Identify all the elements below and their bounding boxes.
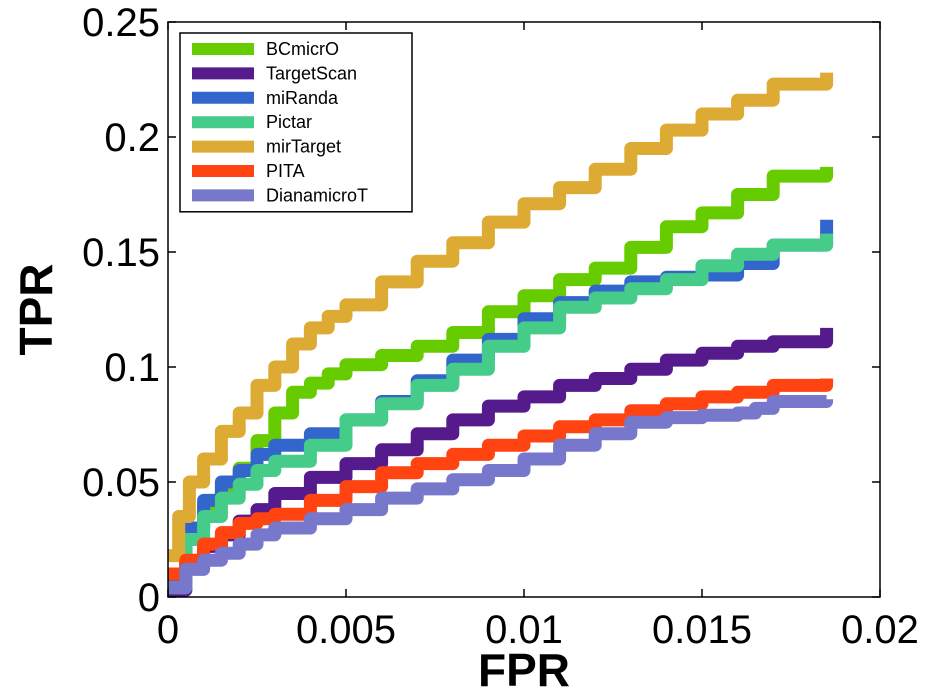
series-line-bcmicro [168, 166, 834, 597]
y-tick-label: 0.1 [104, 346, 160, 390]
x-tick-label: 0.01 [485, 608, 563, 652]
legend-label-dianamicrot: DianamicroT [266, 185, 368, 205]
x-tick-label: 0 [157, 608, 179, 652]
series-line-pictar [168, 233, 834, 595]
legend-label-targetscan: TargetScan [266, 63, 357, 83]
series-layer [168, 72, 834, 597]
x-tick-label: 0.005 [296, 608, 396, 652]
y-tick-label: 0 [138, 576, 160, 620]
series-line-dianamicrot [168, 395, 834, 595]
legend: BCmicrO TargetScan miRanda Pictar mirTarget P… [179, 32, 413, 213]
series-line-mirtarget [168, 72, 834, 563]
x-tick-label: 0.015 [652, 608, 752, 652]
y-axis-label: TPR [10, 264, 62, 356]
ticks-layer: 0 0.005 0.01 0.015 0.02 0 0.05 0.1 0.15 0.2 0.25 [82, 1, 919, 652]
legend-label-bcmicro: BCmicrO [266, 39, 339, 59]
legend-label-miranda: miRanda [266, 88, 339, 108]
series-line-pita [168, 378, 834, 581]
x-tick-label: 0.02 [841, 608, 919, 652]
legend-label-pita: PITA [266, 161, 305, 181]
y-tick-label: 0.15 [82, 231, 160, 275]
x-axis-label: FPR [478, 644, 570, 692]
legend-label-pictar: Pictar [266, 112, 312, 132]
y-tick-label: 0.05 [82, 461, 160, 505]
legend-label-mirtarget: mirTarget [266, 137, 341, 157]
y-tick-label: 0.2 [104, 116, 160, 160]
y-tick-label: 0.25 [82, 1, 160, 45]
